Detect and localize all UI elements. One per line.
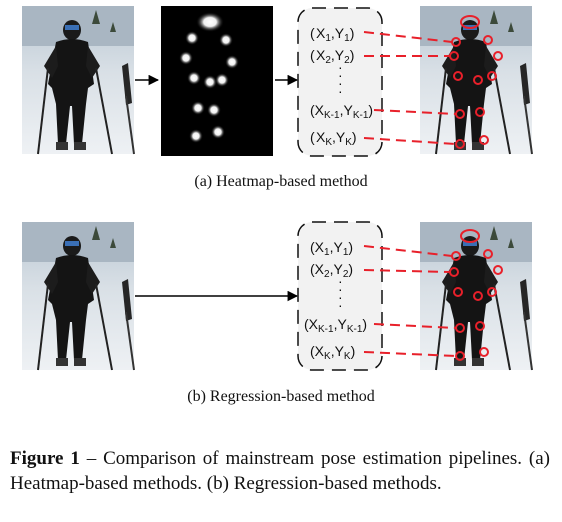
svg-text:(: ( bbox=[310, 25, 315, 41]
heatmap-image bbox=[161, 6, 273, 156]
output-image-b bbox=[419, 221, 533, 371]
coord-b-1: (X1,Y1) bbox=[310, 239, 353, 258]
caption-panel-a: (a) Heatmap-based method bbox=[194, 173, 368, 190]
svg-text:·: · bbox=[338, 289, 343, 305]
svg-text:·: · bbox=[338, 273, 343, 289]
links-a bbox=[363, 31, 457, 145]
pipeline-diagram: X1,Y1) ( X2,Y2) ( ···· (XK-1,YK-1) XK,YK… bbox=[21, 5, 533, 371]
coord-a-4: XK,YK) bbox=[316, 129, 357, 148]
coord-a-2: X2,Y2) bbox=[316, 47, 354, 66]
coord-b-2: (X2,Y2) bbox=[310, 261, 353, 280]
output-image-a bbox=[419, 5, 533, 155]
figure-caption: Figure 1 – Comparison of mainstream pose… bbox=[10, 446, 550, 496]
coord-a-1: X1,Y1) bbox=[316, 25, 354, 44]
coordinate-box-b bbox=[297, 221, 383, 371]
svg-text:(: ( bbox=[310, 47, 315, 63]
caption-panel-b: (b) Regression-based method bbox=[187, 388, 375, 405]
input-image-a bbox=[21, 5, 135, 155]
input-image-b bbox=[21, 221, 135, 371]
svg-text:·: · bbox=[338, 67, 343, 83]
coordinate-box-a bbox=[297, 7, 383, 157]
svg-text:·: · bbox=[338, 83, 343, 99]
figure-label: Figure 1 bbox=[10, 448, 80, 469]
svg-text:·: · bbox=[338, 75, 343, 91]
svg-text:·: · bbox=[338, 281, 343, 297]
svg-text:(: ( bbox=[310, 129, 315, 145]
svg-text:·: · bbox=[338, 297, 343, 313]
links-b bbox=[363, 245, 457, 357]
svg-text:·: · bbox=[338, 59, 343, 75]
figure-caption-text: – Comparison of mainstream pose estimati… bbox=[10, 448, 550, 494]
